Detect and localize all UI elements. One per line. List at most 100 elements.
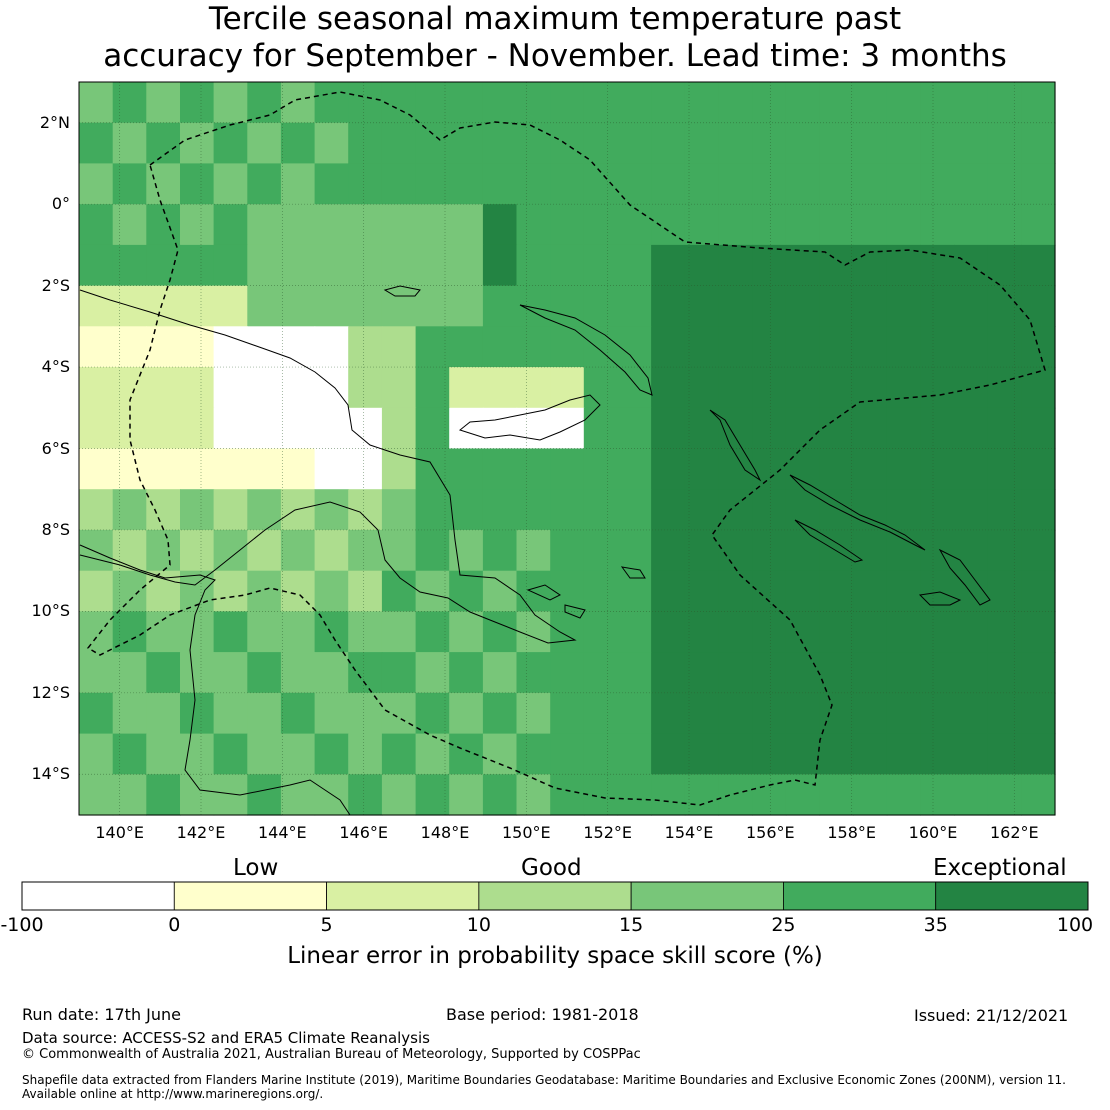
skill-cell [853, 407, 888, 450]
skill-cell [449, 652, 484, 694]
skill-cell [146, 82, 181, 124]
skill-cell [415, 285, 450, 327]
skill-cell [449, 733, 484, 775]
skill-cell [112, 692, 147, 735]
skill-cell [785, 82, 821, 124]
skill-cell [146, 692, 181, 735]
skill-cell [180, 367, 215, 409]
skill-cell [684, 692, 720, 735]
skill-cell [247, 285, 282, 327]
skill-cell [1021, 733, 1056, 775]
skill-cell [79, 122, 114, 164]
skill-cell [819, 244, 854, 287]
skill-cell [752, 82, 787, 124]
skill-cell [853, 367, 888, 409]
skill-cell [348, 448, 383, 490]
map-frame [78, 81, 1056, 816]
longitude-tick-label: 152°E [583, 823, 632, 842]
skill-cell [583, 244, 619, 287]
skill-cell [1021, 570, 1056, 612]
skill-cell [79, 774, 114, 816]
colorbar-tick-label: 10 [466, 914, 491, 936]
skill-cell [550, 733, 585, 775]
skill-cell [617, 285, 652, 327]
skill-cell [853, 122, 888, 164]
skill-cell [920, 489, 955, 531]
skill-cell [79, 448, 114, 490]
skill-cell [112, 652, 147, 694]
skill-cell [617, 244, 652, 287]
skill-cell [617, 733, 652, 775]
skill-cell [482, 285, 518, 327]
longitude-tick-label: 144°E [258, 823, 307, 842]
skill-cell [684, 448, 720, 490]
skill-cell [79, 407, 114, 450]
skill-cell [280, 285, 316, 327]
skill-cell [819, 692, 854, 735]
skill-cell [550, 692, 585, 735]
skill-cell [718, 204, 753, 246]
skill-cell [482, 489, 518, 531]
skill-cell [482, 774, 518, 816]
skill-cell [785, 448, 821, 490]
skill-cell [954, 244, 989, 287]
coastline-solomon-1 [789, 474, 926, 551]
skill-cell [617, 163, 652, 205]
skill-cell [213, 204, 248, 246]
skill-cell [348, 122, 383, 164]
skill-cell [79, 244, 114, 287]
skill-cell [449, 204, 484, 246]
skill-cell [79, 285, 114, 327]
skill-cell [752, 733, 787, 775]
skill-cell [583, 692, 619, 735]
skill-cell [785, 326, 821, 368]
skill-cell [180, 611, 215, 653]
skill-cell [146, 367, 181, 409]
skill-cell [886, 367, 921, 409]
skill-cell [482, 82, 518, 124]
skill-cell [482, 204, 518, 246]
skill-cell [550, 529, 585, 572]
skill-cell [785, 407, 821, 450]
skill-cell [718, 244, 753, 287]
skill-cell [819, 285, 854, 327]
coastline-solomon-3 [938, 548, 991, 606]
skill-cell [886, 529, 921, 572]
skill-cell [415, 570, 450, 612]
skill-cell [146, 448, 181, 490]
skill-cell [314, 733, 349, 775]
skill-cell [381, 489, 417, 531]
skill-cell [583, 285, 619, 327]
skill-cell [516, 774, 551, 816]
skill-cell [112, 326, 147, 368]
skill-cell [684, 489, 720, 531]
skill-cell [112, 204, 147, 246]
coastline [79, 285, 991, 816]
skill-cell [415, 244, 450, 287]
skill-cell [348, 326, 383, 368]
skill-cell [381, 122, 417, 164]
skill-cell [247, 611, 282, 653]
skill-cell [213, 285, 248, 327]
skill-cell [819, 489, 854, 531]
skill-cell [550, 448, 585, 490]
skill-cell [651, 652, 686, 694]
latitude-tick-label: 10°S [31, 601, 70, 621]
skill-cell [819, 326, 854, 368]
skill-cell [819, 82, 854, 124]
skill-cell [314, 122, 349, 164]
skill-cell [314, 82, 349, 124]
skill-cell [684, 529, 720, 572]
skill-cell [247, 407, 282, 450]
skill-cell [247, 367, 282, 409]
skill-cell [146, 244, 181, 287]
skill-cell [415, 367, 450, 409]
skill-cell [684, 367, 720, 409]
skill-cell [785, 122, 821, 164]
skill-cell [954, 611, 989, 653]
skill-cell [280, 733, 316, 775]
skill-cell [415, 82, 450, 124]
skill-cell [954, 489, 989, 531]
skill-cell [213, 122, 248, 164]
